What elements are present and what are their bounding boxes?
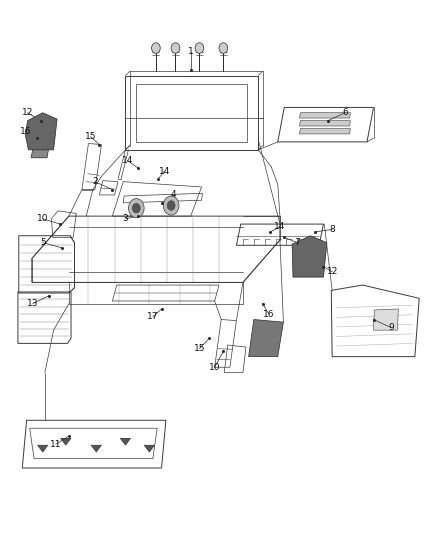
Circle shape bbox=[171, 43, 180, 53]
Circle shape bbox=[167, 201, 175, 211]
Text: 2: 2 bbox=[92, 177, 98, 186]
Polygon shape bbox=[249, 319, 283, 357]
Text: 9: 9 bbox=[388, 323, 394, 332]
Circle shape bbox=[132, 204, 140, 213]
Polygon shape bbox=[374, 309, 398, 330]
Text: 14: 14 bbox=[274, 222, 286, 231]
Circle shape bbox=[152, 43, 160, 53]
Text: 12: 12 bbox=[326, 268, 338, 276]
Text: 12: 12 bbox=[22, 108, 33, 117]
Polygon shape bbox=[31, 143, 49, 158]
Text: 14: 14 bbox=[122, 156, 133, 165]
Circle shape bbox=[163, 196, 179, 215]
Text: 16: 16 bbox=[20, 127, 31, 136]
Polygon shape bbox=[120, 438, 131, 445]
Polygon shape bbox=[25, 113, 57, 150]
Polygon shape bbox=[144, 445, 155, 452]
Polygon shape bbox=[300, 120, 350, 126]
Text: 10: 10 bbox=[37, 214, 49, 223]
Text: 7: 7 bbox=[294, 238, 300, 247]
Text: 10: 10 bbox=[209, 363, 220, 372]
Text: 8: 8 bbox=[329, 225, 335, 234]
Text: 4: 4 bbox=[170, 190, 176, 199]
Text: 1: 1 bbox=[188, 47, 194, 56]
Text: 17: 17 bbox=[147, 312, 159, 321]
Polygon shape bbox=[60, 438, 71, 445]
Text: 11: 11 bbox=[50, 440, 62, 449]
Polygon shape bbox=[38, 445, 48, 452]
Text: 15: 15 bbox=[194, 344, 205, 353]
Circle shape bbox=[195, 43, 204, 53]
Circle shape bbox=[128, 199, 144, 217]
Text: 16: 16 bbox=[263, 310, 275, 319]
Polygon shape bbox=[91, 445, 102, 452]
Text: 3: 3 bbox=[123, 214, 128, 223]
Text: 5: 5 bbox=[40, 238, 46, 247]
Text: 14: 14 bbox=[159, 166, 170, 175]
Text: 15: 15 bbox=[85, 132, 96, 141]
Polygon shape bbox=[292, 236, 327, 277]
Circle shape bbox=[219, 43, 228, 53]
Polygon shape bbox=[300, 113, 350, 118]
Text: 13: 13 bbox=[27, 299, 39, 308]
Polygon shape bbox=[300, 128, 350, 134]
Text: 6: 6 bbox=[343, 108, 348, 117]
